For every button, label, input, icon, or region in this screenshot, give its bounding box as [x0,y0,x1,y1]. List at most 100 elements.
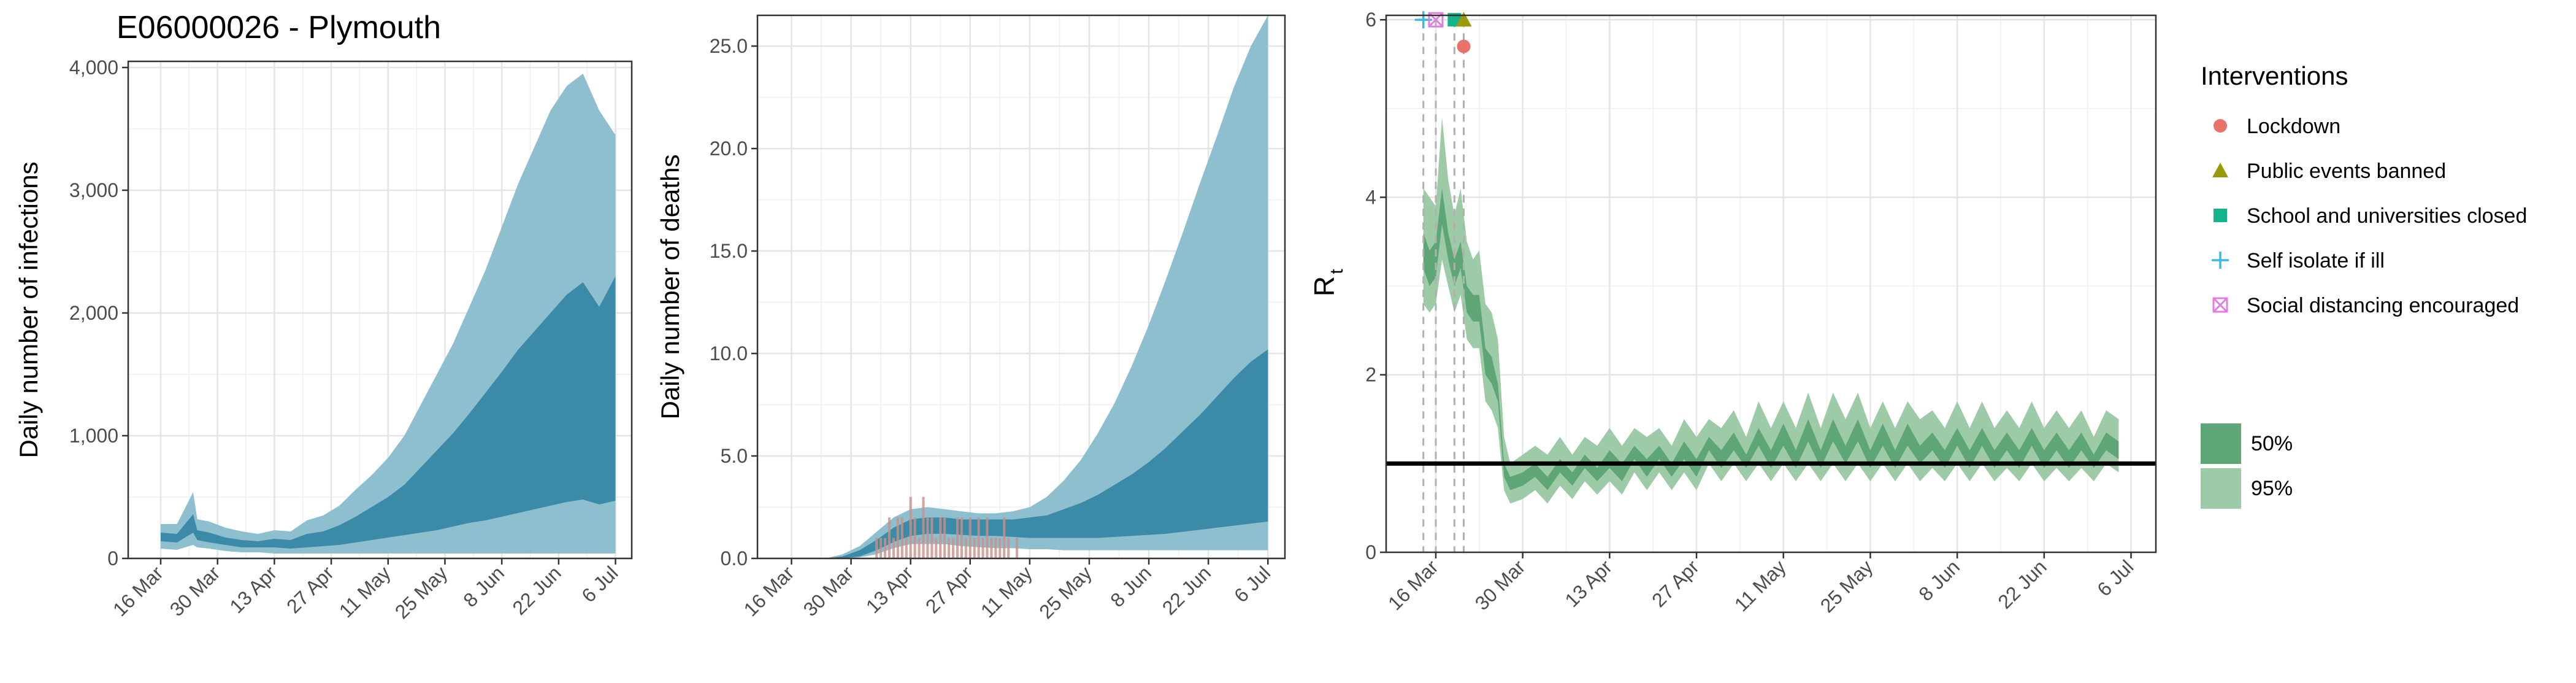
x-tick-label: 27 Apr [282,561,338,617]
x-tick-label: 11 May [1730,555,1790,615]
y-tick-label: 4 [1365,186,1376,208]
y-axis-title: Daily number of infections [14,161,43,458]
legend-item-label: Public events banned [2247,160,2446,183]
deaths-bar [951,538,955,558]
band-95pct [791,15,1268,558]
y-axis-title-main: R [1308,276,1340,296]
intervention-marker-triangle [1455,12,1472,27]
x-tick-label: 22 Jun [1158,561,1215,619]
y-tick-label: 25.0 [710,35,748,57]
deaths-bar [968,517,972,558]
intervention-marker-boxcross [1428,12,1444,28]
x-tick-label: 30 Mar [799,561,858,620]
deaths-bar [905,538,908,558]
deaths-bar [999,538,1002,558]
legend-item-label: Self isolate if ill [2247,249,2385,272]
deaths-bar [1007,538,1010,558]
x-tick-label: 11 May [335,561,395,622]
deaths-bar [960,517,963,558]
chart-panel-2: 0.0 5.0 10.0 15.0 20.0 25.0 16 Mar 30 Mar 13 Apr… [656,14,1286,623]
panel-border [756,14,1286,560]
band-50pct [1423,188,2119,490]
deaths-bar [990,538,993,558]
y-tick-label: 2 [1365,364,1376,386]
y-tick-label: 5.0 [721,445,748,467]
x-tick-label: 25 May [391,561,452,623]
y-tick-label: 0 [107,547,118,569]
x-tick-label: 27 Apr [1647,555,1703,611]
x-tick-label: 8 Jun [1106,561,1156,611]
legend-band-label: 95% [2251,477,2293,500]
x-tick-label: 16 Mar [1384,555,1443,614]
deaths-bar [930,517,933,558]
deaths-bar [948,538,951,558]
legend-marker-boxcross [2212,297,2228,313]
panel-border [127,60,633,560]
x-tick-label: 25 May [1035,561,1096,623]
y-axis-title: Rt [1308,269,1347,296]
deaths-bar [986,517,989,558]
deaths-bar [909,496,912,558]
deaths-bar [880,538,883,558]
y-tick-label: 0 [1365,541,1376,563]
y-tick-label: 0.0 [721,547,748,569]
x-tick-label: 8 Jun [459,561,508,611]
deaths-bar [943,517,946,558]
y-tick-label: 6 [1365,9,1376,31]
chart-panel-3: 0 2 4 6 16 Mar 30 Mar 13 Apr 27 Apr 11 May 25 May… [1308,9,2157,617]
deaths-bar [939,517,942,558]
x-tick-label: 30 Mar [166,561,224,620]
y-tick-label: 2,000 [69,302,118,324]
deaths-bar [1003,517,1006,558]
deaths-bar [964,538,967,558]
x-tick-label: 13 Apr [225,561,281,617]
y-tick-label: 15.0 [710,240,748,262]
legend-marker-triangle [2212,163,2228,177]
deaths-bar [892,538,895,558]
legend-item-label: Social distancing encouraged [2247,294,2519,317]
panel-border [1385,14,2157,554]
x-tick-label: 30 Mar [1471,555,1530,614]
legend-item-label: Lockdown [2247,115,2340,138]
deaths-bar [900,517,903,558]
x-tick-label: 6 Jul [577,561,622,606]
x-tick-label: 8 Jun [1914,555,1964,605]
x-tick-label: 6 Jul [1230,561,1275,606]
band-50pct [791,349,1268,558]
y-axis-title-subscript: t [1327,269,1347,274]
deaths-bar [926,517,929,558]
legend-band-label: 50% [2251,432,2293,455]
y-tick-label: 1,000 [69,425,118,447]
legend-swatch [2201,423,2241,464]
deaths-bar [981,538,984,558]
deaths-bar [883,538,887,558]
legend-swatch [2201,468,2241,509]
legend: Interventions Lockdown Public events banne… [2201,61,2527,509]
intervention-marker-circle [1457,39,1471,53]
deaths-bar [994,538,997,558]
deaths-bar [875,538,878,558]
deaths-bar [913,517,916,558]
x-tick-label: 27 Apr [921,561,977,617]
deaths-bar [918,538,921,558]
x-tick-label: 25 May [1816,555,1877,617]
legend-title: Interventions [2201,61,2348,90]
x-tick-label: 16 Mar [109,561,167,620]
page-title: E06000026 - Plymouth [117,10,441,45]
legend-marker-boxcross [2212,297,2228,313]
deaths-bar [956,517,959,558]
x-tick-label: 6 Jul [2093,555,2137,600]
x-tick-label: 11 May [976,561,1037,622]
x-tick-label: 13 Apr [1560,555,1616,611]
deaths-bar [977,517,980,558]
deaths-bar [922,496,925,558]
y-axis-title: Daily number of deaths [656,155,684,420]
x-tick-label: 22 Jun [1993,555,2050,612]
x-tick-label: 16 Mar [740,561,799,620]
deaths-bar [935,538,938,558]
y-tick-label: 20.0 [710,137,748,160]
y-tick-label: 10.0 [710,342,748,365]
deaths-bar [896,517,899,558]
legend-item-label: School and universities closed [2247,204,2527,228]
